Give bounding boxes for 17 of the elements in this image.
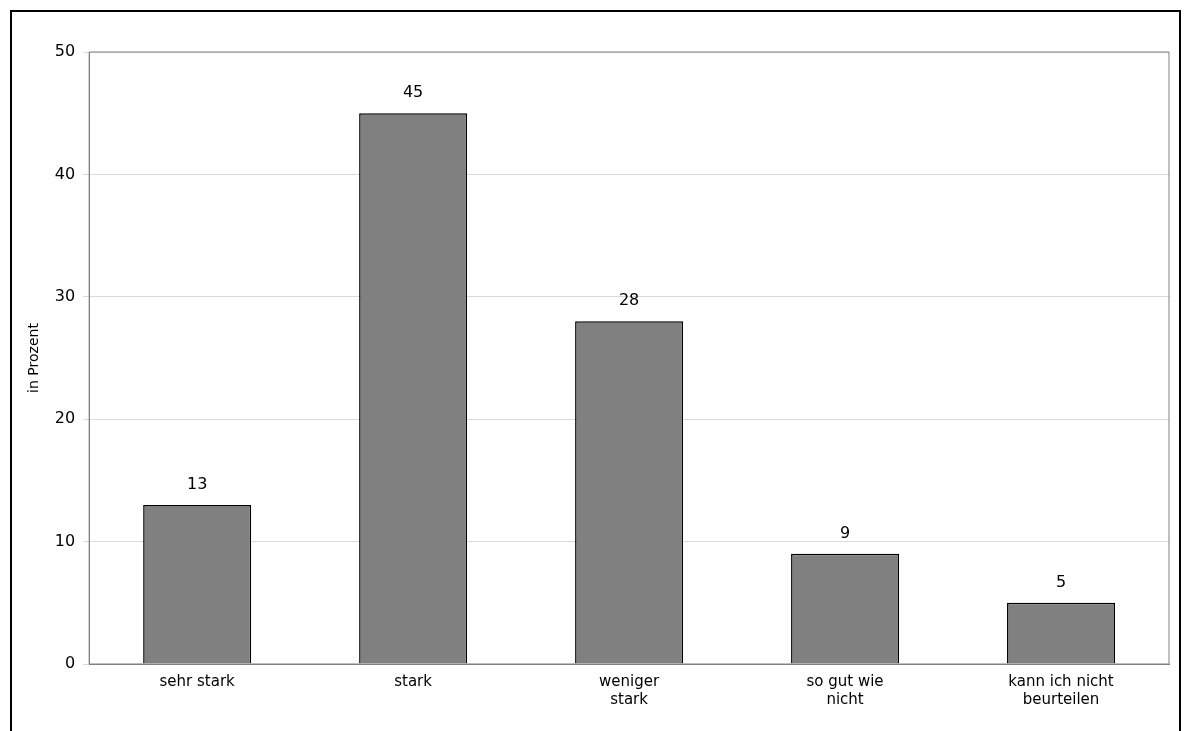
y-tick-label: 50: [54, 41, 76, 61]
x-tick-label: stark: [394, 671, 433, 690]
y-tick-label: 0: [64, 653, 76, 673]
data-label: 5: [1055, 571, 1067, 591]
x-tick-label: so gut wie nicht: [806, 671, 884, 708]
x-tick-label: weniger stark: [599, 671, 660, 708]
data-label: 13: [186, 474, 208, 494]
y-tick-label: 40: [54, 163, 76, 183]
x-tick-label: kann ich nicht beurteilen: [1008, 671, 1114, 708]
y-tick-label: 30: [54, 285, 76, 305]
y-tick-label: 10: [54, 530, 76, 550]
data-label: 9: [839, 523, 851, 542]
x-tick-label: sehr stark: [159, 671, 236, 690]
data-label: 45: [402, 82, 424, 102]
y-tick-label: 20: [54, 408, 76, 428]
data-label: 28: [618, 290, 640, 310]
y-axis-title: in Prozent: [25, 322, 42, 393]
